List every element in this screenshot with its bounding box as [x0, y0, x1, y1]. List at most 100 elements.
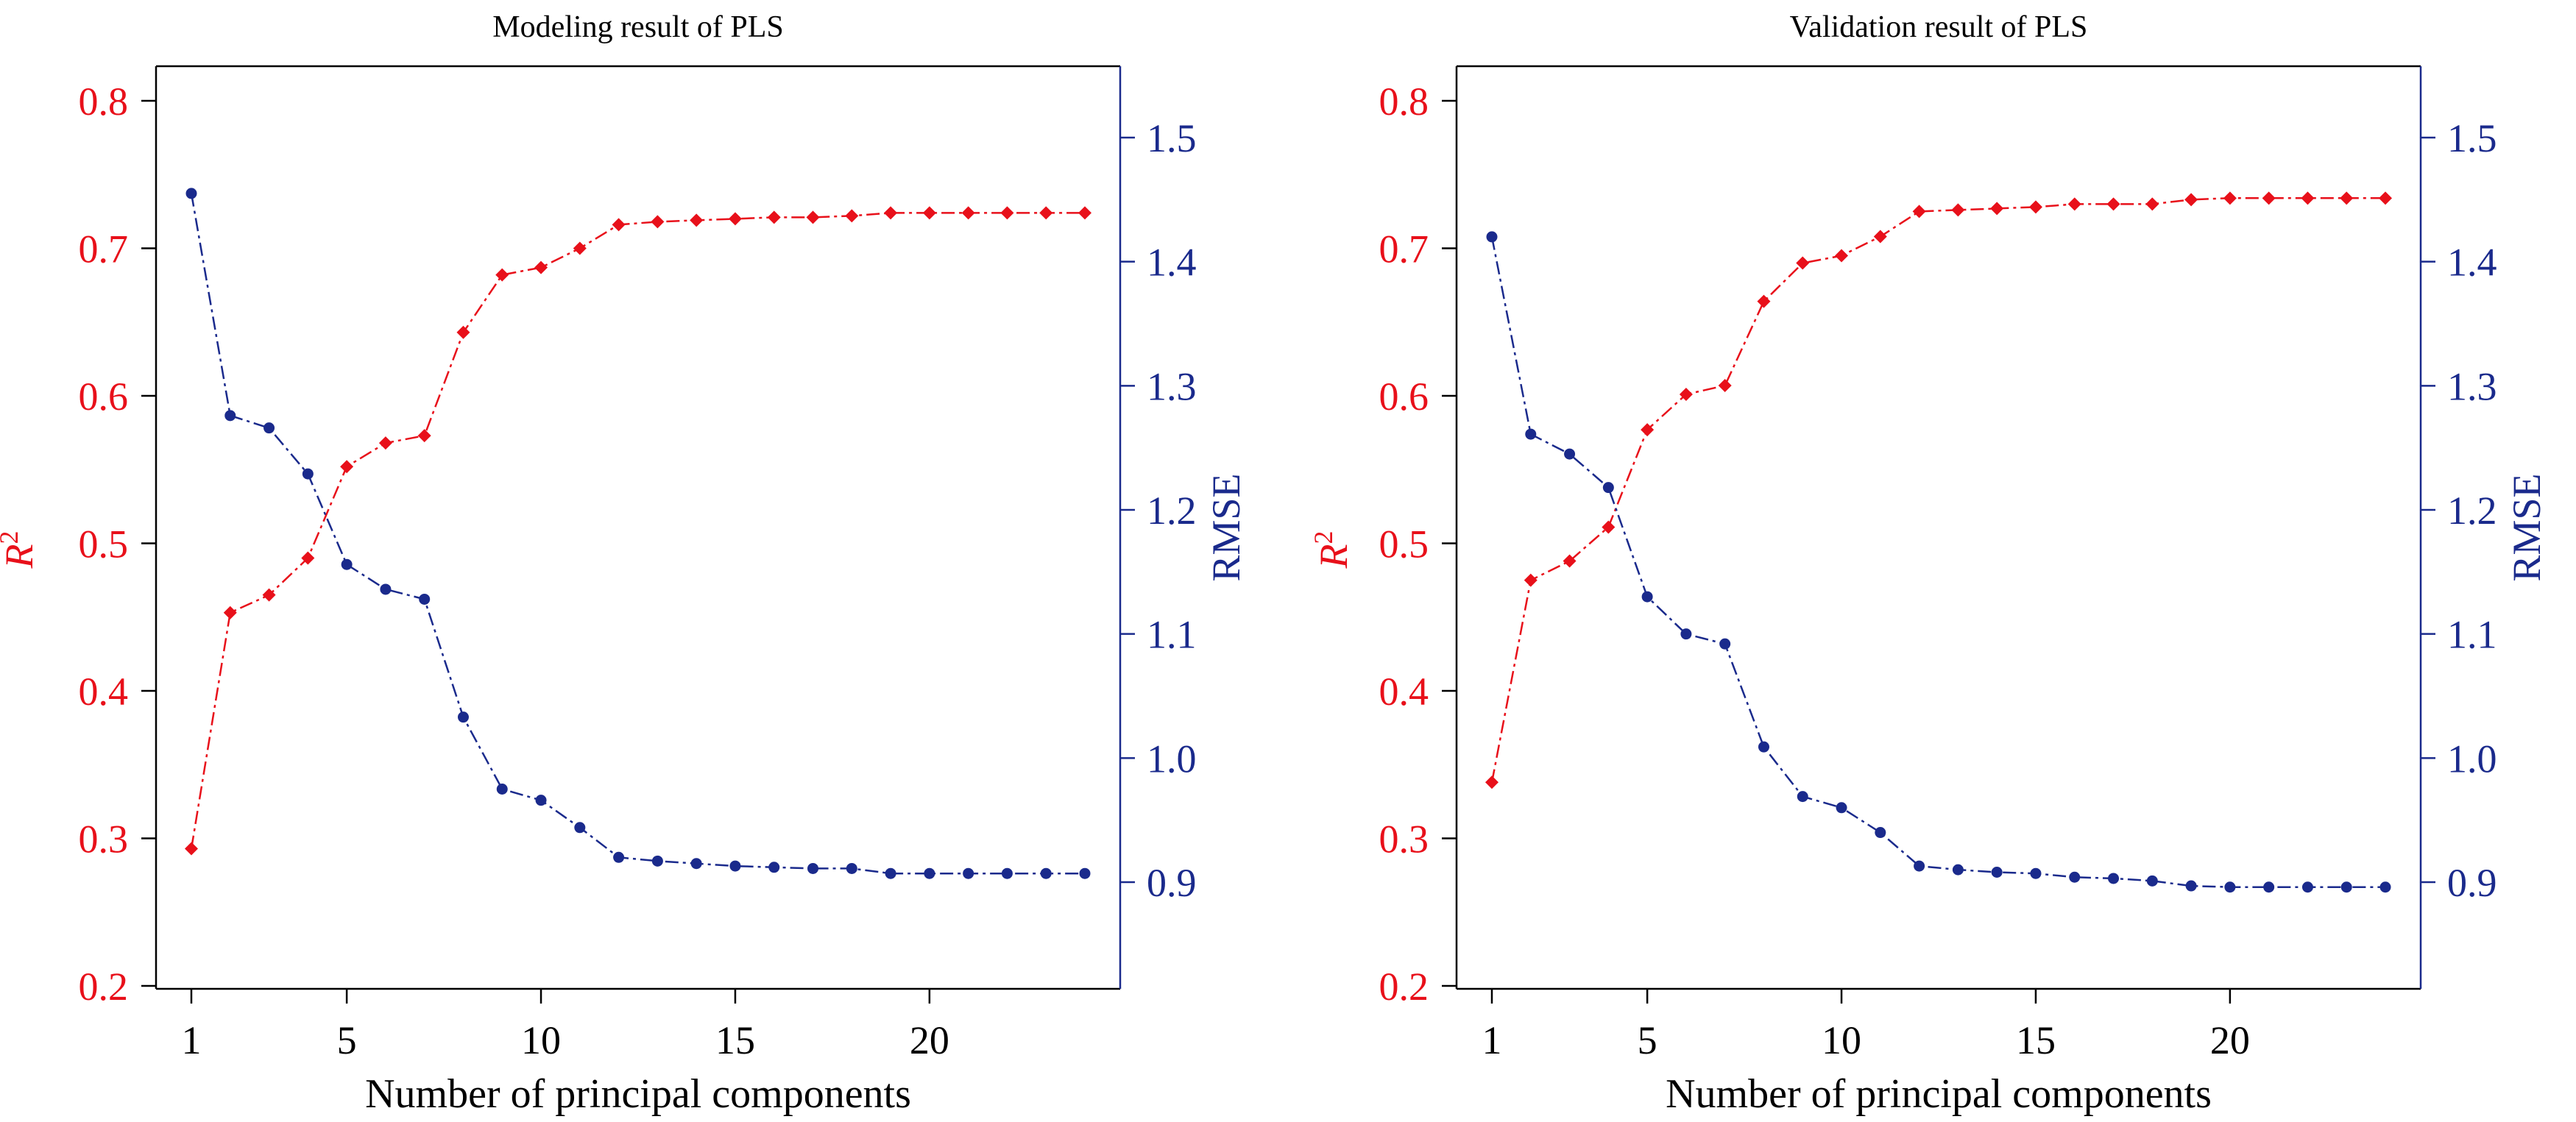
data-point: [845, 209, 859, 223]
data-point: [302, 468, 314, 480]
data-point: [651, 215, 665, 229]
data-point: [885, 867, 896, 879]
y-left-tick-label: 0.4: [79, 670, 129, 714]
chart-title: Modeling result of PLS: [492, 10, 784, 44]
y-left-tick-label: 0.6: [79, 374, 129, 419]
data-point: [2145, 197, 2159, 211]
y-right-tick-label: 1.2: [2447, 489, 2497, 533]
data-point: [1525, 428, 1537, 440]
data-point: [767, 210, 781, 224]
data-point: [495, 268, 509, 282]
rmse-series: [1486, 231, 2391, 893]
data-point: [1485, 775, 1498, 789]
data-point: [2184, 193, 2198, 207]
data-point: [768, 862, 780, 873]
data-point: [2262, 191, 2276, 205]
data-point: [573, 241, 587, 255]
data-point: [1952, 864, 1964, 876]
data-point: [2224, 881, 2236, 893]
data-point: [2108, 873, 2120, 884]
series-line: [1490, 197, 2385, 783]
data-point: [1679, 387, 1693, 401]
data-point: [1001, 867, 1013, 879]
x-tick-label: 5: [337, 1018, 357, 1062]
y-left-tick-label: 0.4: [1379, 670, 1429, 714]
data-point: [2340, 881, 2352, 893]
y-left-tick-label: 0.3: [1379, 817, 1429, 862]
data-point: [1039, 206, 1053, 220]
r2-series: [185, 206, 1091, 856]
y-left-axis-label-base: R: [0, 544, 41, 569]
y-left-tick-label: 0.8: [1379, 79, 1429, 124]
x-tick-label: 15: [2016, 1018, 2056, 1062]
x-tick-label: 20: [2210, 1018, 2250, 1062]
data-point: [2069, 871, 2081, 883]
data-point: [456, 325, 470, 339]
y-right-tick-label: 1.2: [1147, 489, 1197, 533]
data-point: [1078, 206, 1091, 220]
data-point: [612, 218, 626, 232]
data-point: [613, 851, 625, 863]
data-point: [2146, 875, 2158, 887]
data-point: [1991, 867, 2003, 878]
y-right-tick-label: 1.0: [1147, 736, 1197, 781]
x-tick-label: 10: [1822, 1018, 1861, 1062]
data-point: [2340, 191, 2354, 205]
data-point: [1040, 867, 1052, 879]
data-point: [924, 867, 935, 879]
data-point: [1680, 628, 1692, 640]
data-point: [1079, 867, 1091, 879]
y-left-tick-label: 0.2: [79, 965, 129, 1009]
series-line: [1490, 236, 2385, 888]
data-point: [1912, 205, 1926, 219]
y-left-tick-label: 0.7: [79, 227, 129, 271]
y-right-axis-label: RMSE: [1204, 473, 1248, 581]
data-point: [1990, 202, 2004, 216]
y-right-axis-label: RMSE: [2505, 473, 2549, 581]
data-point: [1641, 423, 1655, 437]
x-tick-label: 10: [521, 1018, 561, 1062]
data-point: [2379, 191, 2392, 205]
data-point: [1564, 448, 1576, 460]
data-point: [1602, 482, 1614, 494]
data-point: [1602, 520, 1616, 534]
data-point: [574, 822, 586, 834]
y-left-axis-label-sup: 2: [1309, 531, 1338, 544]
data-point: [846, 862, 857, 874]
data-point: [340, 460, 354, 474]
data-point: [1835, 249, 1849, 263]
data-point: [457, 711, 469, 723]
data-point: [1719, 638, 1731, 650]
data-point: [378, 436, 392, 450]
y-left-tick-label: 0.7: [1379, 227, 1429, 271]
data-point: [729, 860, 741, 872]
x-tick-label: 5: [1638, 1018, 1657, 1062]
data-point: [922, 206, 936, 220]
y-right-tick-label: 1.4: [2447, 241, 2497, 285]
data-point: [1641, 591, 1653, 603]
data-point: [262, 588, 276, 602]
data-point: [185, 842, 198, 856]
data-point: [1796, 256, 1810, 270]
data-point: [690, 213, 704, 227]
series-line: [190, 193, 1085, 875]
data-point: [534, 260, 548, 274]
y-right-tick-label: 1.4: [1147, 241, 1197, 285]
data-point: [1758, 741, 1769, 753]
x-tick-label: 15: [715, 1018, 755, 1062]
x-axis-label: Number of principal components: [365, 1071, 911, 1117]
data-point: [380, 583, 392, 595]
y-left-tick-label: 0.3: [79, 817, 129, 862]
data-point: [185, 188, 197, 199]
data-point: [2301, 881, 2313, 893]
data-point: [1797, 791, 1808, 803]
y-right-tick-label: 1.1: [1147, 613, 1197, 657]
data-point: [301, 551, 315, 565]
data-point: [728, 212, 742, 226]
data-point: [2067, 197, 2081, 211]
data-point: [2030, 867, 2042, 879]
data-point: [690, 858, 702, 870]
data-point: [2379, 881, 2391, 893]
